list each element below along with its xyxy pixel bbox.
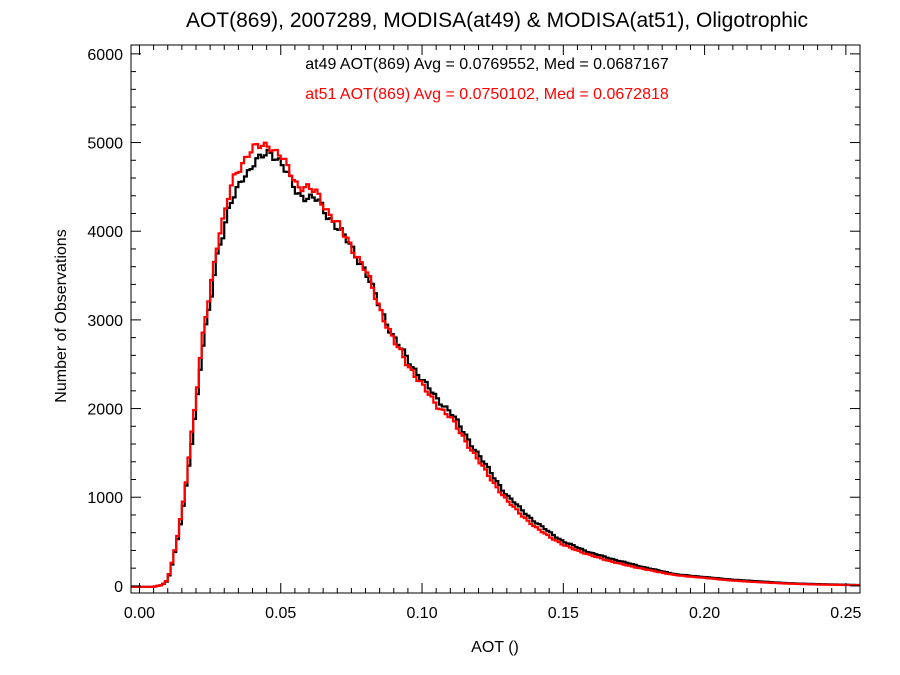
x-tick-label: 0.20 [689, 605, 720, 622]
series-at51-line [131, 141, 860, 588]
y-tick-label: 5000 [87, 136, 123, 153]
y-tick-label: 4000 [87, 224, 123, 241]
y-tick-label: 0 [114, 579, 123, 596]
y-tick-label: 2000 [87, 402, 123, 419]
x-tick-label: 0.25 [830, 605, 861, 622]
chart-title: AOT(869), 2007289, MODISA(at49) & MODISA… [186, 9, 808, 32]
y-axis-label: Number of Observations [53, 229, 70, 402]
series-at49-line [131, 148, 860, 588]
tick-layer: 0.00 0.05 0.10 0.15 0.20 0.25 0 1000 2000 3000 400… [87, 45, 862, 622]
y-tick-label: 6000 [87, 47, 123, 64]
x-tick-label: 0.05 [265, 605, 296, 622]
x-tick-label: 0.00 [124, 605, 155, 622]
annotation-at51: at51 AOT(869) Avg = 0.0750102, Med = 0.0… [305, 86, 669, 103]
y-tick-label: 1000 [87, 490, 123, 507]
plot-frame [130, 44, 861, 594]
y-tick-label: 3000 [87, 313, 123, 330]
annotation-at49: at49 AOT(869) Avg = 0.0769552, Med = 0.0… [305, 56, 669, 73]
series-layer [131, 141, 860, 588]
x-axis-label: AOT () [471, 639, 519, 656]
x-tick-label: 0.15 [548, 605, 579, 622]
x-tick-label: 0.10 [406, 605, 437, 622]
